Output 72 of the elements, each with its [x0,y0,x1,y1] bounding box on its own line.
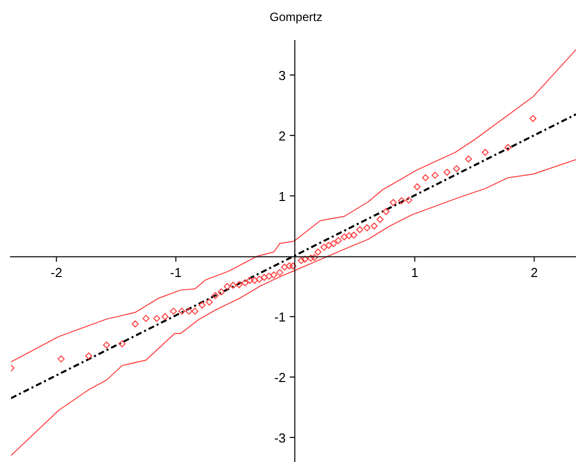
point [191,308,198,315]
point [260,274,268,281]
point [289,262,296,270]
x-tick-label: 2 [530,264,538,280]
point [142,314,150,322]
point [298,256,305,264]
point [346,232,353,240]
point [307,254,314,262]
point [422,174,429,182]
point [170,308,177,315]
point [340,233,348,240]
point [286,262,293,270]
point [382,208,390,216]
point [464,155,472,162]
point [256,276,263,283]
point [103,342,110,349]
x-tick-label: -2 [50,264,62,280]
point [118,340,126,348]
y-tick-label: -1 [274,310,286,325]
y-tick-label: 1 [278,188,286,204]
point [206,298,213,306]
point [281,264,288,271]
chart-title: Gompertz [270,10,322,24]
point [178,308,186,315]
point [198,302,206,309]
point [530,115,536,122]
point [405,196,412,204]
point [398,197,406,204]
line-series [11,49,576,362]
point [236,281,243,288]
y-tick-label: 3 [278,68,286,84]
point [432,172,439,179]
y-tick-label: -2 [274,370,286,386]
point [153,314,160,322]
point [301,256,308,263]
point [162,313,169,320]
point [251,276,258,284]
point [270,271,278,278]
point [310,254,318,261]
point [58,355,65,362]
point [363,224,370,232]
x-tick-label: 1 [411,264,418,280]
point [230,282,237,289]
point [356,226,364,234]
point [370,222,378,230]
point [320,244,328,251]
point [132,320,139,328]
point [212,292,219,299]
point [376,216,384,223]
point [325,242,332,249]
line-series [11,159,576,456]
point [276,269,284,276]
point [185,308,192,315]
point [482,148,489,156]
point [453,165,460,172]
point [242,279,249,286]
y-tick-label: 2 [278,128,286,144]
point [350,232,358,239]
point [246,276,254,284]
point [85,352,92,360]
point [330,240,338,248]
point [314,248,322,256]
point [224,282,231,290]
x-tick-label: -1 [170,264,182,280]
point [390,198,397,206]
point [414,183,421,190]
point [266,272,273,280]
point [443,168,450,176]
y-tick-label: -3 [274,430,286,446]
point [504,144,512,152]
point [218,288,225,296]
point [334,237,342,244]
